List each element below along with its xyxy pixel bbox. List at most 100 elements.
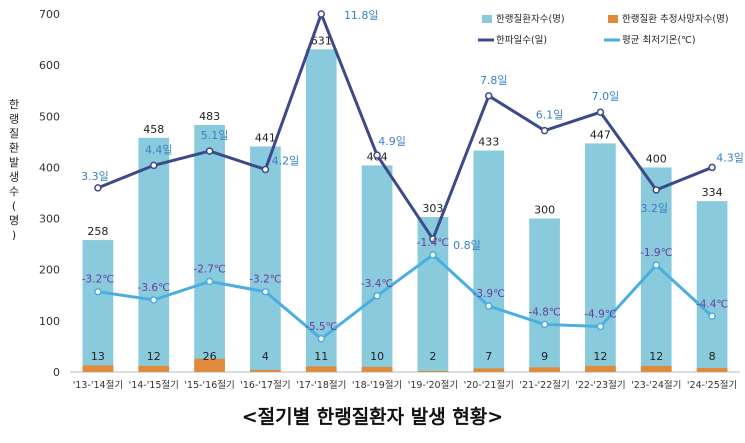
x-tick-label: '19-'20절기 [408,379,458,391]
bar-deaths [585,365,616,372]
y-axis-label-char: ( [12,200,16,213]
x-tick-label: '16-'17절기 [240,379,290,391]
x-axis: '13-'14절기 '14-'15절기 '15-'16절기 '16-'17절기 '17-… [73,379,737,391]
y-tick-label: 300 [39,213,60,226]
bar-value-label: 334 [702,186,723,199]
bar-deaths-label: 8 [709,350,716,363]
bar-patients [82,240,114,372]
point-cold-days [205,147,214,155]
bar-deaths-label: 10 [370,350,384,363]
bar-deaths-label: 7 [485,350,492,363]
y-axis-label-char: 질 [9,127,19,140]
x-tick-label: '18-'19절기 [352,379,402,391]
x-tick-label: '20-'21절기 [464,379,514,391]
legend-label-patients: 한랭질환자수(명) [496,13,565,25]
bar-patients [696,201,728,372]
bar-deaths-label: 2 [429,350,436,363]
point-cold-days [485,92,493,100]
y-axis-label-char: 생 [9,171,19,184]
bar-patients [138,137,170,372]
bar-patients [529,218,560,372]
bar-deaths [473,368,505,372]
bars: 2584584834416314043034333004474003341312… [82,34,728,372]
cold-days-label: 3.3일 [81,169,109,183]
y-tick-label: 100 [39,315,60,328]
y-tick-label: 0 [53,366,60,379]
y-tick-label: 600 [39,59,60,72]
cold-days-label: 4.2일 [272,153,300,167]
point-cold-days [708,163,716,172]
bar-deaths-label: 13 [91,350,105,363]
point-min-temp [205,277,214,286]
min-temp-label: -3.2℃ [249,274,281,286]
min-temp-label: -1.9℃ [640,247,672,259]
point-cold-days [261,165,270,174]
bar-value-label: 400 [646,152,667,165]
y-axis-label-char: ) [12,229,16,242]
chart-caption: <절기별 한랭질환자 발생 현황> [241,406,504,428]
cold-days-label: 11.8일 [344,8,379,22]
min-temp-label: -3.4℃ [361,278,393,290]
legend-label-deaths: 한랭질환 추정사망자수(명) [622,13,729,25]
point-cold-days [150,161,158,170]
point-min-temp [596,322,605,331]
bar-deaths [305,366,337,372]
legend-label-cold-days: 한파일수(일) [496,35,547,46]
x-tick-label: '17-'18절기 [296,379,346,391]
bar-value-label: 483 [199,110,220,123]
bar-deaths-label: 12 [593,350,607,363]
x-tick-label: '14-'15절기 [129,379,179,391]
bar-patients [305,49,337,372]
x-tick-label: '24-'25절기 [687,379,737,391]
min-temp-label: -1.4℃ [417,237,449,249]
cold-days-label: 3.2일 [640,201,668,215]
x-tick-label: '21-'22절기 [519,379,569,391]
cold-days-label: 5.1일 [201,128,229,142]
bar-patients [640,167,672,372]
y-axis-label-char: 랭 [9,113,19,126]
min-temp-label: -3.2℃ [82,274,114,286]
point-min-temp [708,312,716,321]
y-axis-label-char: 수 [9,185,19,198]
y-tick-label: 700 [39,8,60,21]
point-cold-days [596,108,605,116]
x-tick-label: '13-'14절기 [73,379,123,391]
y-axis-label-char: 명 [9,214,19,227]
y-axis-label-char: 한 [9,98,19,111]
point-cold-days [94,184,102,192]
min-temp-label: -3.9℃ [473,288,505,300]
point-min-temp [540,320,549,329]
cold-days-label: 7.8일 [480,73,508,87]
y-axis-label-char: 발 [9,156,19,169]
bar-deaths [250,369,281,372]
bar-deaths [640,365,672,372]
min-temp-label: -4.9℃ [584,308,616,320]
point-min-temp [150,296,158,304]
bar-deaths-label: 9 [541,350,548,363]
point-cold-days [317,10,325,18]
min-temp-label: -5.5℃ [305,321,337,333]
y-tick-label: 400 [39,161,60,174]
legend: 한랭질환자수(명) 한랭질환 추정사망자수(명) 한파일수(일) 평균 최저기온(℃) [478,13,729,46]
cold-days-label: 6.1일 [536,108,564,122]
x-tick-label: '23-'24절기 [631,379,681,391]
x-tick-label: '15-'16절기 [184,379,234,391]
point-cold-days [652,186,660,194]
bar-deaths [696,367,728,372]
point-min-temp [373,292,381,300]
bar-deaths [194,358,225,372]
bar-deaths-label: 26 [203,350,217,363]
bar-patients [361,165,393,372]
bar-value-label: 447 [590,128,611,141]
bar-deaths-label: 11 [314,350,328,363]
cold-days-label: 7.0일 [592,89,620,103]
legend-swatch-deaths [608,15,618,23]
point-min-temp [317,335,325,343]
point-min-temp [485,302,493,310]
bar-patients [417,217,449,372]
point-min-temp [94,287,102,296]
bar-value-label: 300 [534,204,555,217]
lines: -3.2℃ -3.6℃ -2.7℃ -3.2℃ -5.5℃ -3.4℃ -1.4℃ -3.9℃… [81,8,744,343]
cold-days-label: 4.3일 [716,150,744,164]
